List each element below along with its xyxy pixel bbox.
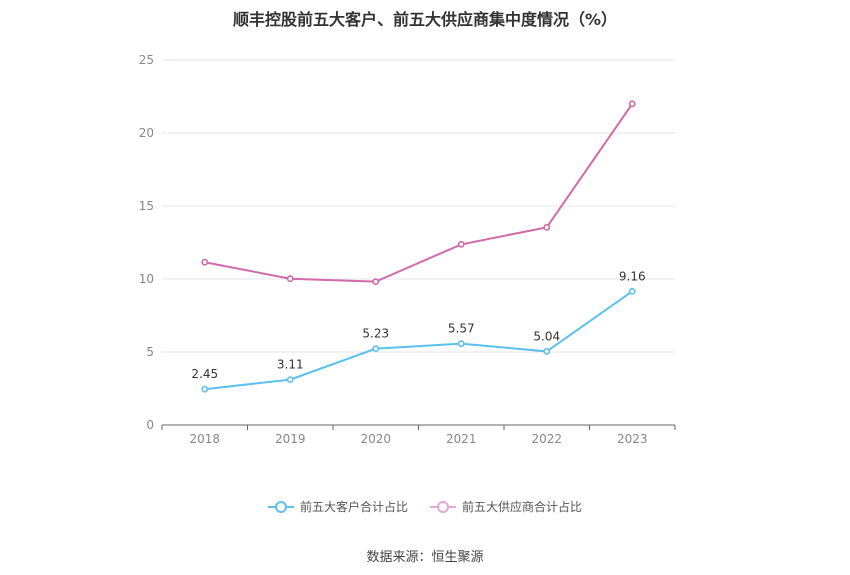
y-tick-label: 5 bbox=[146, 345, 154, 359]
x-tick-label: 2021 bbox=[446, 432, 477, 446]
data-label: 9.16 bbox=[619, 269, 646, 283]
data-point bbox=[286, 376, 294, 383]
legend-marker-suppliers-icon bbox=[430, 500, 456, 513]
data-point bbox=[372, 345, 380, 353]
data-label: 2.45 bbox=[191, 367, 218, 381]
legend-marker-customers-icon bbox=[267, 500, 294, 513]
legend-item-suppliers[interactable]: 前五大供应商合计占比 bbox=[430, 498, 582, 515]
x-tick-label: 2019 bbox=[275, 432, 306, 446]
data-point bbox=[286, 275, 294, 283]
y-tick-label: 15 bbox=[139, 199, 154, 213]
data-point bbox=[372, 278, 380, 286]
y-tick-label: 0 bbox=[146, 418, 154, 432]
chart-title: 顺丰控股前五大客户、前五大供应商集中度情况（%） bbox=[232, 10, 618, 29]
series-line-0 bbox=[204, 290, 633, 391]
y-tick-label: 25 bbox=[139, 53, 154, 67]
x-tick-label: 2023 bbox=[617, 432, 648, 446]
data-point bbox=[201, 258, 209, 266]
data-point bbox=[543, 223, 551, 231]
data-label: 5.04 bbox=[533, 329, 560, 343]
data-label: 5.57 bbox=[448, 322, 475, 336]
source-note: 数据来源：恒生聚源 bbox=[366, 550, 484, 565]
x-tick-label: 2018 bbox=[189, 432, 220, 446]
data-point bbox=[201, 385, 209, 393]
legend-label-customers: 前五大客户合计占比 bbox=[299, 500, 408, 514]
legend: 前五大客户合计占比 前五大供应商合计占比 bbox=[0, 498, 850, 515]
x-tick-label: 2020 bbox=[360, 432, 391, 446]
y-tick-label: 10 bbox=[139, 272, 154, 286]
data-label: 3.11 bbox=[277, 358, 304, 372]
data-point bbox=[457, 240, 465, 248]
data-point bbox=[628, 287, 636, 295]
y-tick-label: 20 bbox=[139, 126, 154, 140]
data-point bbox=[457, 340, 465, 348]
data-point bbox=[628, 100, 636, 108]
legend-label-suppliers: 前五大供应商合计占比 bbox=[462, 500, 583, 514]
data-label: 5.23 bbox=[362, 327, 389, 341]
x-tick-label: 2022 bbox=[531, 432, 562, 446]
data-point bbox=[543, 348, 551, 355]
series-line-1 bbox=[204, 103, 634, 283]
legend-item-customers[interactable]: 前五大客户合计占比 bbox=[267, 498, 408, 515]
